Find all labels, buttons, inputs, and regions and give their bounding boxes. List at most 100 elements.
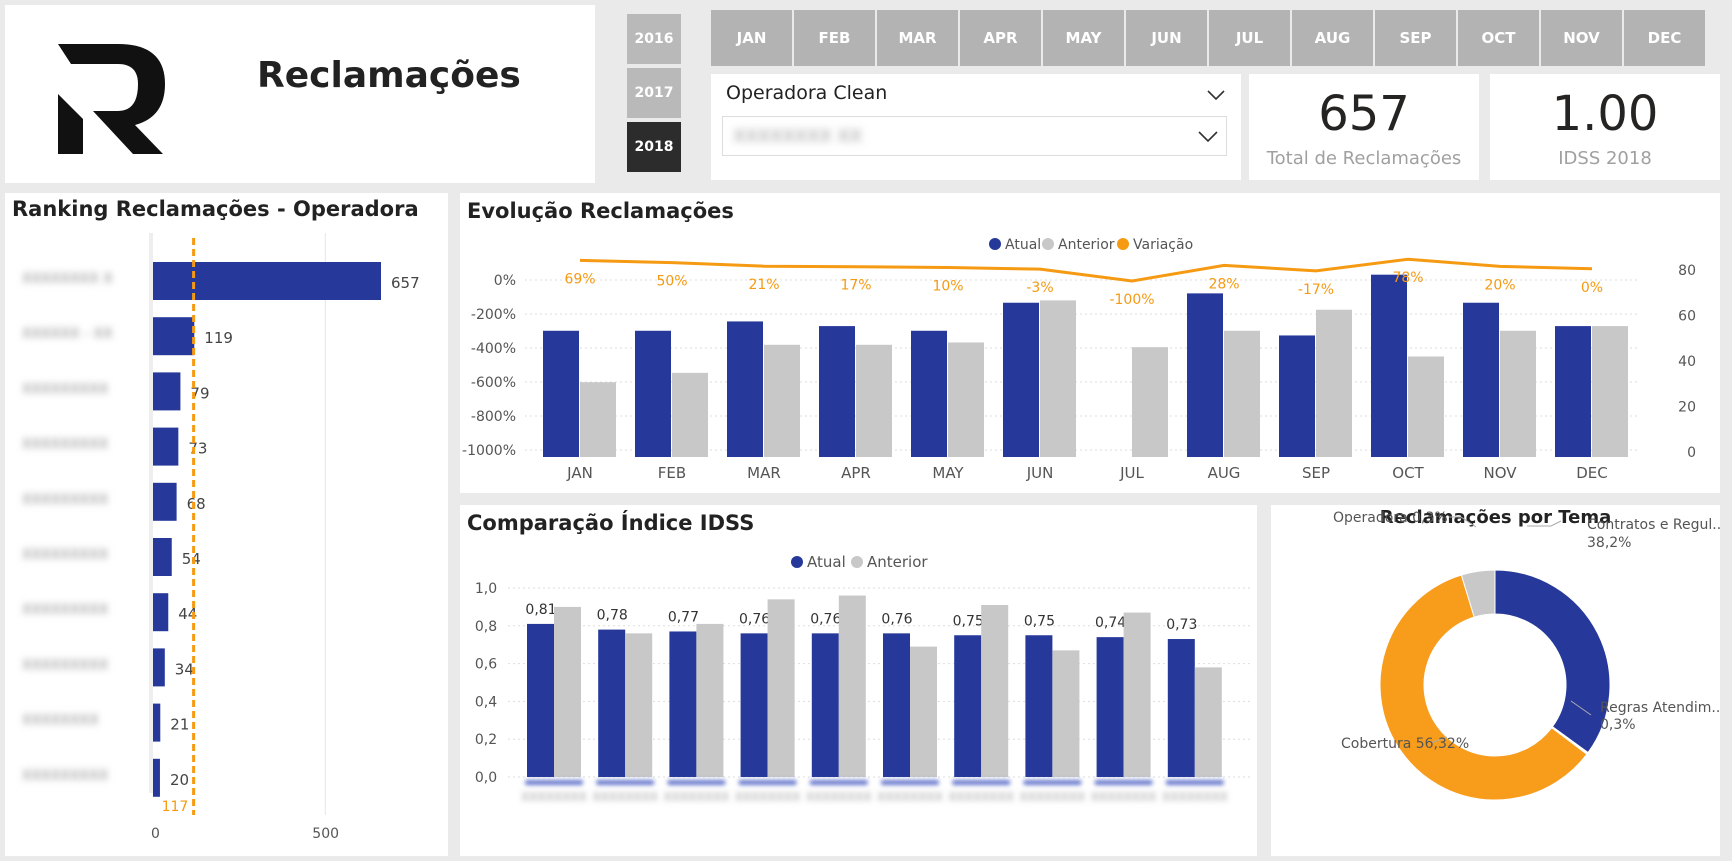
slice-value: 0,3% — [1600, 717, 1636, 733]
ranking-bar — [153, 538, 172, 576]
month-button-mar[interactable]: MAR — [877, 10, 958, 66]
bar-atual — [1371, 274, 1407, 457]
month-button-jul[interactable]: JUL — [1209, 10, 1290, 66]
bar-atual — [727, 321, 763, 457]
legend-marker — [1117, 238, 1129, 250]
evolution-title: Evolução Reclamações — [467, 199, 734, 223]
x-category-label: XXXXXXXX — [521, 790, 587, 804]
legend-marker — [851, 556, 863, 568]
data-label: 0,73 — [1166, 617, 1197, 633]
idss-chart: Atual Anterior 1,0 0,8 0,6 0,4 0,2 0,0 0,81 XXXXX… — [475, 553, 1250, 804]
x-tick-label: MAR — [747, 464, 781, 482]
tema-panel: Reclamações por Tema Operadora 0,3% Contr… — [1271, 505, 1720, 856]
ranking-value-label: 119 — [204, 329, 233, 347]
month-button-nov[interactable]: NOV — [1541, 10, 1622, 66]
ranking-value-label: 68 — [187, 495, 206, 513]
header-panel: Reclamações — [5, 5, 595, 183]
bar-atual — [1187, 293, 1223, 457]
y-tick-label: 0,4 — [475, 694, 497, 710]
ranking-category-label: XXXXXXXXX — [22, 547, 109, 563]
ranking-category-label: XXXXXXXX — [22, 713, 99, 729]
month-button-feb[interactable]: FEB — [794, 10, 875, 66]
kpi-total-value: 657 — [1318, 86, 1410, 142]
month-button-jan[interactable]: JAN — [711, 10, 792, 66]
ranking-value-label: 21 — [170, 716, 189, 734]
data-label: 0,78 — [597, 608, 628, 624]
bar-atual — [819, 326, 855, 457]
bar-atual — [635, 330, 671, 457]
legend-label: Variação — [1133, 237, 1193, 253]
x-tick-label: AUG — [1208, 464, 1241, 482]
variation-data-label: -17% — [1298, 282, 1334, 298]
bar-anterior — [554, 606, 581, 777]
ranking-category-label: XXXXXXXXX — [22, 437, 109, 453]
donut-slice — [1494, 569, 1611, 754]
bar-atual — [883, 633, 910, 777]
right-tick-label: 60 — [1678, 309, 1696, 325]
operator-dropdown[interactable]: XXXXXXXX XX — [722, 116, 1227, 156]
chevron-down-icon[interactable] — [1207, 90, 1225, 100]
ranking-title: Ranking Reclamações - Operadora — [12, 197, 419, 221]
slice-label: Cobertura 56,32% — [1341, 736, 1469, 752]
x-category-label: XXXXXXXX — [948, 790, 1014, 804]
bar-anterior — [856, 344, 892, 457]
slice-label: Regras Atendim... — [1600, 700, 1720, 716]
month-button-may[interactable]: MAY — [1043, 10, 1124, 66]
bar-anterior — [696, 623, 724, 777]
bar-anterior — [981, 605, 1009, 777]
ranking-category-label: XXXXXXXXX — [22, 657, 109, 673]
bar-anterior — [1040, 300, 1076, 457]
right-tick-label: 80 — [1678, 263, 1696, 279]
x-tick-label: JUL — [1119, 464, 1144, 482]
bar-anterior — [1224, 330, 1260, 457]
bar-anterior — [838, 595, 866, 777]
leader-line — [1449, 516, 1477, 528]
tema-title: Reclamações por Tema — [1379, 507, 1612, 528]
data-label: 0,76 — [810, 611, 841, 627]
right-tick-label: 40 — [1678, 354, 1696, 370]
month-button-apr[interactable]: APR — [960, 10, 1041, 66]
company-logo — [58, 44, 165, 154]
x-tick-label: FEB — [658, 464, 686, 482]
bar-anterior — [672, 372, 708, 457]
bar-atual — [740, 633, 768, 777]
donut-slice — [1379, 574, 1588, 801]
month-button-dec[interactable]: DEC — [1624, 10, 1705, 66]
category-underline — [1023, 780, 1082, 785]
year-button-2018[interactable]: 2018 — [627, 122, 681, 172]
variation-data-label: 20% — [1484, 277, 1515, 293]
right-tick-label: 0 — [1687, 445, 1696, 461]
year-button-2017[interactable]: 2017 — [627, 68, 681, 118]
x-tick-label: MAY — [932, 464, 964, 482]
operator-filter-panel: Operadora Clean XXXXXXXX XX — [711, 74, 1241, 180]
data-label: 0,74 — [1095, 615, 1126, 631]
bar-atual — [1555, 326, 1591, 457]
data-label: 0,76 — [739, 611, 770, 627]
left-tick-label: -800% — [471, 409, 516, 425]
data-label: 0,81 — [525, 602, 556, 618]
ranking-bar — [153, 482, 177, 521]
operator-dropdown-value: XXXXXXXX XX — [733, 126, 863, 147]
ranking-bar — [153, 262, 381, 300]
variation-data-label: 78% — [1392, 270, 1423, 286]
y-tick-label: 0,6 — [475, 657, 497, 673]
leader-line — [1430, 736, 1448, 744]
left-tick-label: -600% — [471, 375, 516, 391]
x-tick-label: APR — [841, 464, 871, 482]
x-tick-label: JAN — [566, 464, 593, 482]
legend-marker — [1042, 238, 1054, 250]
legend-label: Anterior — [1058, 237, 1115, 253]
month-button-jun[interactable]: JUN — [1126, 10, 1207, 66]
bar-anterior — [1316, 309, 1352, 457]
variation-data-label: -3% — [1026, 280, 1053, 296]
bar-atual — [598, 629, 626, 777]
bar-atual — [911, 330, 947, 457]
leader-line — [1527, 520, 1562, 527]
year-button-2016[interactable]: 2016 — [627, 14, 681, 64]
donut-slice — [1460, 569, 1496, 618]
month-button-aug[interactable]: AUG — [1292, 10, 1373, 66]
legend-label: Atual — [1005, 237, 1041, 253]
month-button-oct[interactable]: OCT — [1458, 10, 1539, 66]
month-button-sep[interactable]: SEP — [1375, 10, 1456, 66]
ranking-bar — [153, 372, 181, 411]
